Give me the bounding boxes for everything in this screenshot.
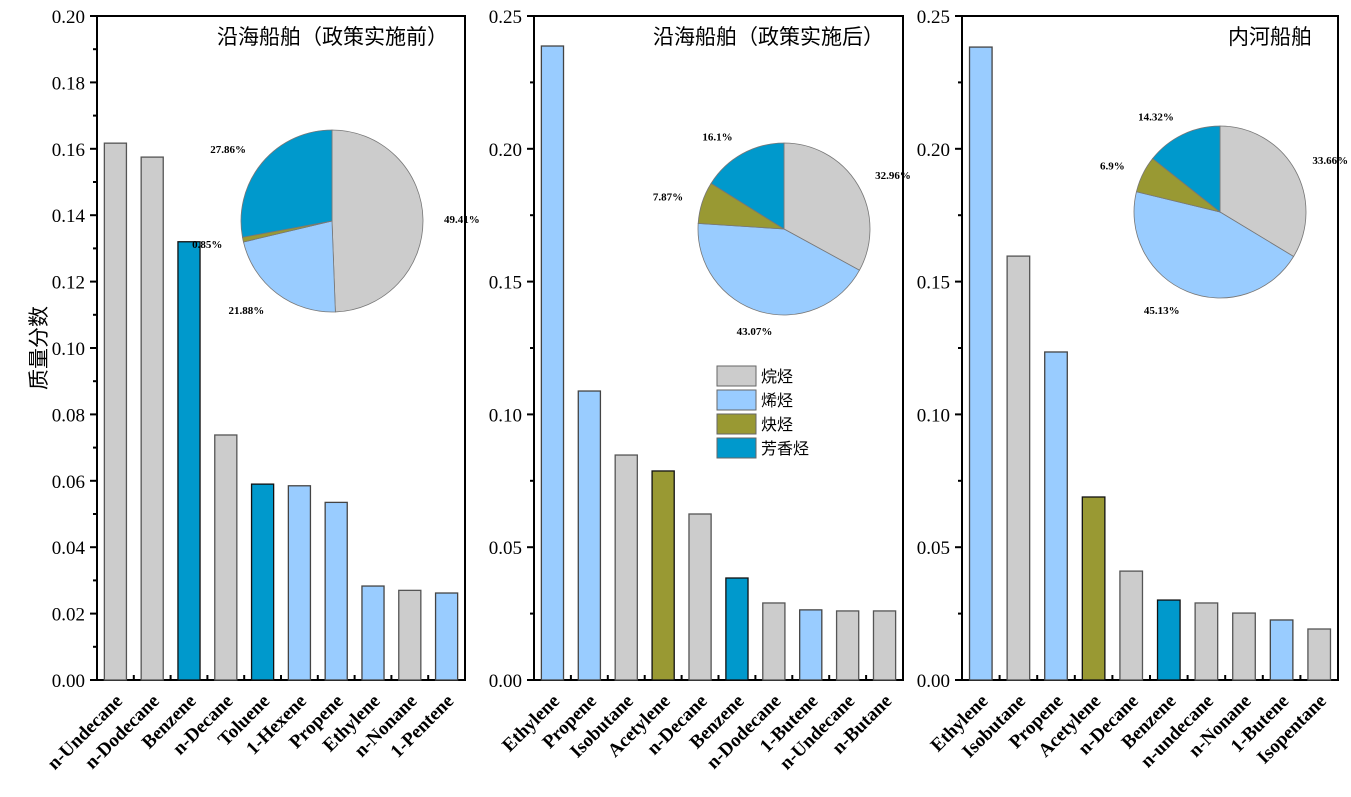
inset-pie-chart: 49.41% 21.88% 0.85% 27.86%: [192, 129, 480, 317]
pie-slice-alkane: [331, 129, 424, 313]
panels: 沿海船舶（政策实施前） 0.00 0.02 0.04 0.06 0.08 0.10 0.12 0…: [43, 7, 1348, 774]
y-axis-label: 质量分数: [27, 306, 51, 390]
pie-percent-label: 33.66%: [1312, 155, 1348, 167]
bar-ethylene: [361, 585, 385, 681]
pie-slice-aromatic: [710, 142, 785, 230]
legend-label-alkane: 烷烃: [761, 367, 793, 386]
pie-slice-aromatic: [1152, 125, 1221, 213]
y-tick-label: 0.00: [489, 671, 522, 692]
bar-toluene: [250, 483, 275, 681]
y-tick-label: 0.06: [52, 472, 85, 493]
bar-acetylene: [1081, 496, 1106, 681]
y-tick-label: 0.14: [52, 206, 86, 227]
legend-swatch-alkane: [716, 365, 757, 387]
panel-title: 沿海船舶（政策实施前）: [217, 25, 448, 49]
legend-label-aromatic: 芳香烃: [761, 439, 809, 458]
bar-n-decane: [214, 434, 238, 681]
panel-title: 内河船舶: [1228, 25, 1312, 49]
bar-n-decane: [688, 513, 712, 681]
bar-benzene: [1156, 599, 1181, 681]
pie-slice-alkene: [1133, 191, 1295, 299]
y-tick-label: 0.15: [489, 273, 522, 294]
y-tick-label: 0.20: [917, 140, 950, 161]
y-tick-label: 0.02: [52, 605, 85, 626]
pie-slice-alkene: [697, 223, 861, 316]
y-tick-label: 0.20: [489, 140, 522, 161]
y-tick-label: 0.10: [917, 405, 950, 426]
y-tick-label: 0.18: [52, 73, 85, 94]
y-tick-label: 0.25: [489, 7, 522, 28]
legend-swatch-aromatic: [716, 437, 757, 459]
y-tick-label: 0.04: [52, 538, 86, 559]
legend-label-alkyne: 炔烃: [761, 415, 793, 434]
y-tick-label: 0.05: [489, 538, 522, 559]
y-tick-label: 0.08: [52, 405, 85, 426]
y-tick-label: 0.16: [52, 140, 85, 161]
pie-percent-label: 49.41%: [444, 214, 480, 226]
bar-n-decane: [1119, 570, 1144, 681]
bar-ethylene: [968, 46, 993, 681]
y-tick-label: 0.10: [489, 405, 522, 426]
pie-percent-label: 21.88%: [228, 305, 264, 317]
pie-slice-aromatic: [240, 129, 333, 238]
bar-benzene: [725, 577, 749, 681]
pie-percent-label: 14.32%: [1138, 112, 1174, 124]
y-tick-label: 0.20: [52, 7, 85, 28]
pie-percent-label: 7.87%: [653, 191, 683, 203]
bar-n-undecane: [835, 610, 860, 681]
y-tick-label: 0.25: [917, 7, 950, 28]
pie-percent-label: 0.85%: [192, 239, 222, 251]
inset-pie-chart: 33.66% 45.13% 6.9% 14.32%: [1100, 112, 1348, 317]
legend-swatch-alkene: [716, 389, 757, 411]
bar-ethylene: [540, 45, 565, 681]
pie-percent-label: 16.1%: [702, 131, 732, 143]
bar-isobutane: [1006, 255, 1031, 681]
bar-propene: [324, 501, 348, 681]
bar-chart-panel-3: 内河船舶0.000.050.100.150.200.25EthyleneIsob…: [917, 7, 1348, 772]
bar-chart-panel-1: 沿海船舶（政策实施前） 0.00 0.02 0.04 0.06 0.08 0.10 0.12 0…: [43, 7, 479, 774]
pie-percent-label: 45.13%: [1144, 305, 1180, 317]
bar-benzene: [177, 241, 201, 681]
panel-title: 沿海船舶（政策实施后）: [653, 25, 884, 49]
bar-1-butene: [799, 609, 823, 681]
bar-propene: [1044, 351, 1068, 681]
bar-n-nonane: [1232, 612, 1256, 681]
bar-isobutane: [614, 454, 638, 681]
y-tick-label: 0.05: [917, 538, 950, 559]
y-tick-label: 0.15: [917, 273, 950, 294]
pie-slice-alkane: [783, 142, 871, 271]
pie-slice-alkane: [1219, 125, 1307, 258]
legend-label-alkene: 烯烃: [761, 391, 793, 410]
pie-percent-label: 6.9%: [1100, 160, 1125, 172]
bar-n-dodecane: [762, 602, 786, 681]
bar-1-hexene: [287, 485, 312, 681]
y-tick-label: 0.12: [52, 273, 85, 294]
pie-percent-label: 27.86%: [210, 144, 246, 156]
bar-n-undecane: [103, 142, 128, 681]
bar-propene: [577, 390, 602, 681]
bar-n-dodecane: [140, 156, 164, 681]
bar-1-butene: [1269, 619, 1294, 681]
bar-isopentane: [1307, 628, 1332, 681]
inset-pie-chart: 32.96% 43.07% 7.87% 16.1%: [653, 131, 911, 338]
bar-n-nonane: [398, 589, 422, 681]
y-tick-label: 0.00: [917, 671, 950, 692]
bar-n-butane: [872, 610, 897, 681]
y-tick-label: 0.10: [52, 339, 85, 360]
y-tick-label: 0.00: [52, 671, 85, 692]
pie-slice-alkene: [242, 220, 336, 313]
pie-percent-label: 32.96%: [875, 170, 911, 182]
bar-chart-panel-2: 沿海船舶（政策实施后）0.000.050.100.150.200.25Ethyl…: [489, 7, 911, 774]
pie-percent-label: 43.07%: [737, 326, 773, 338]
bar-n-undecane: [1194, 602, 1219, 681]
bar-acetylene: [651, 470, 675, 681]
bar-1-pentene: [434, 592, 459, 681]
legend-swatch-alkyne: [716, 413, 757, 435]
